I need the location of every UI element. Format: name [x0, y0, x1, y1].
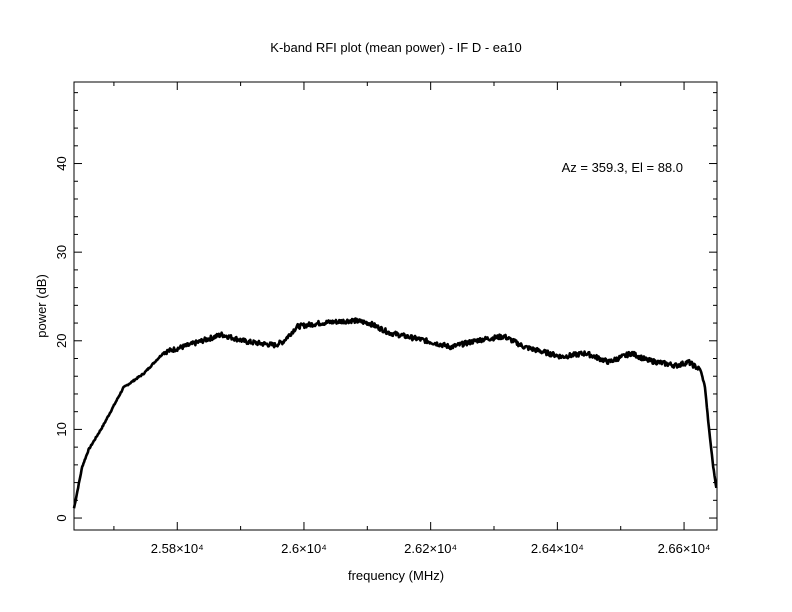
az-el-annotation: Az = 359.3, El = 88.0	[562, 160, 683, 175]
x-tick-labels: 2.58×10⁴ 2.6×10⁴ 2.62×10⁴ 2.64×10⁴ 2.66×10⁴	[151, 541, 711, 556]
y-tick-label: 40	[54, 156, 69, 170]
x-tick-label: 2.64×10⁴	[531, 541, 584, 556]
plot-frame	[73, 81, 718, 531]
x-tick-label: 2.6×10⁴	[281, 541, 327, 556]
x-tick-label: 2.62×10⁴	[404, 541, 457, 556]
x-tick-label: 2.66×10⁴	[658, 541, 711, 556]
x-axis-label: frequency (MHz)	[348, 568, 444, 583]
y-tick-label: 30	[54, 245, 69, 259]
axis-ticks	[74, 82, 717, 530]
y-tick-labels: 0 10 20 30 40	[54, 156, 69, 521]
y-tick-label: 20	[54, 334, 69, 348]
series-line-mean-power	[72, 317, 718, 509]
y-axis-label: power (dB)	[34, 274, 49, 338]
y-tick-label: 0	[54, 514, 69, 521]
y-tick-label: 10	[54, 422, 69, 436]
chart-title: K-band RFI plot (mean power) - IF D - ea…	[270, 40, 521, 55]
x-tick-label: 2.58×10⁴	[151, 541, 204, 556]
